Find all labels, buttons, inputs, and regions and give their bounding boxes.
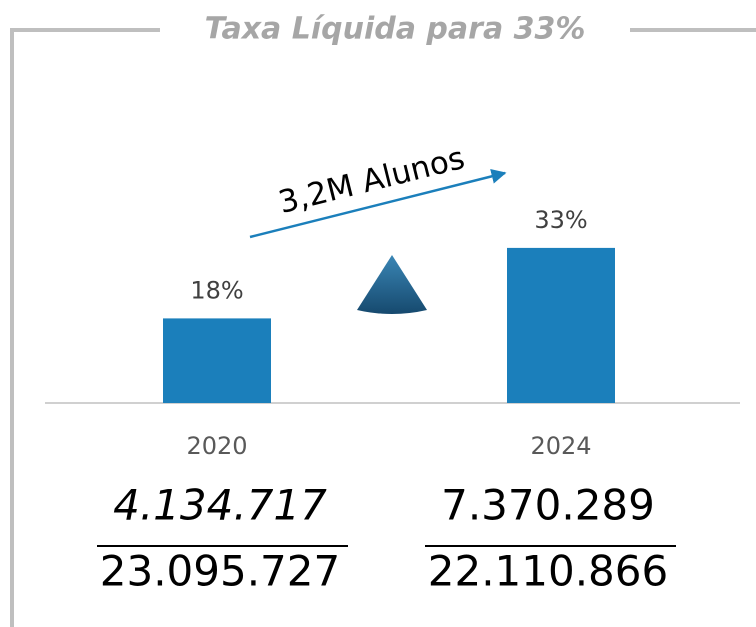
numerator: 4.134.717: [113, 481, 327, 530]
value-label: 18%: [190, 276, 243, 304]
x-tick-label: 2020: [186, 432, 247, 460]
chart-title: Taxa Líquida para 33%: [205, 12, 586, 47]
x-tick-label: 2024: [530, 432, 591, 460]
value-label: 33%: [534, 206, 587, 234]
annotation: 3,2M Alunos: [275, 140, 468, 221]
arrow: [249, 169, 507, 239]
frame: [10, 28, 160, 627]
denominator: 23.095.727: [100, 547, 340, 596]
numerator: 7.370.289: [441, 481, 655, 530]
triangle-icon: [357, 255, 427, 314]
bar: [163, 318, 271, 403]
denominator: 22.110.866: [428, 547, 668, 596]
bar: [507, 247, 615, 403]
